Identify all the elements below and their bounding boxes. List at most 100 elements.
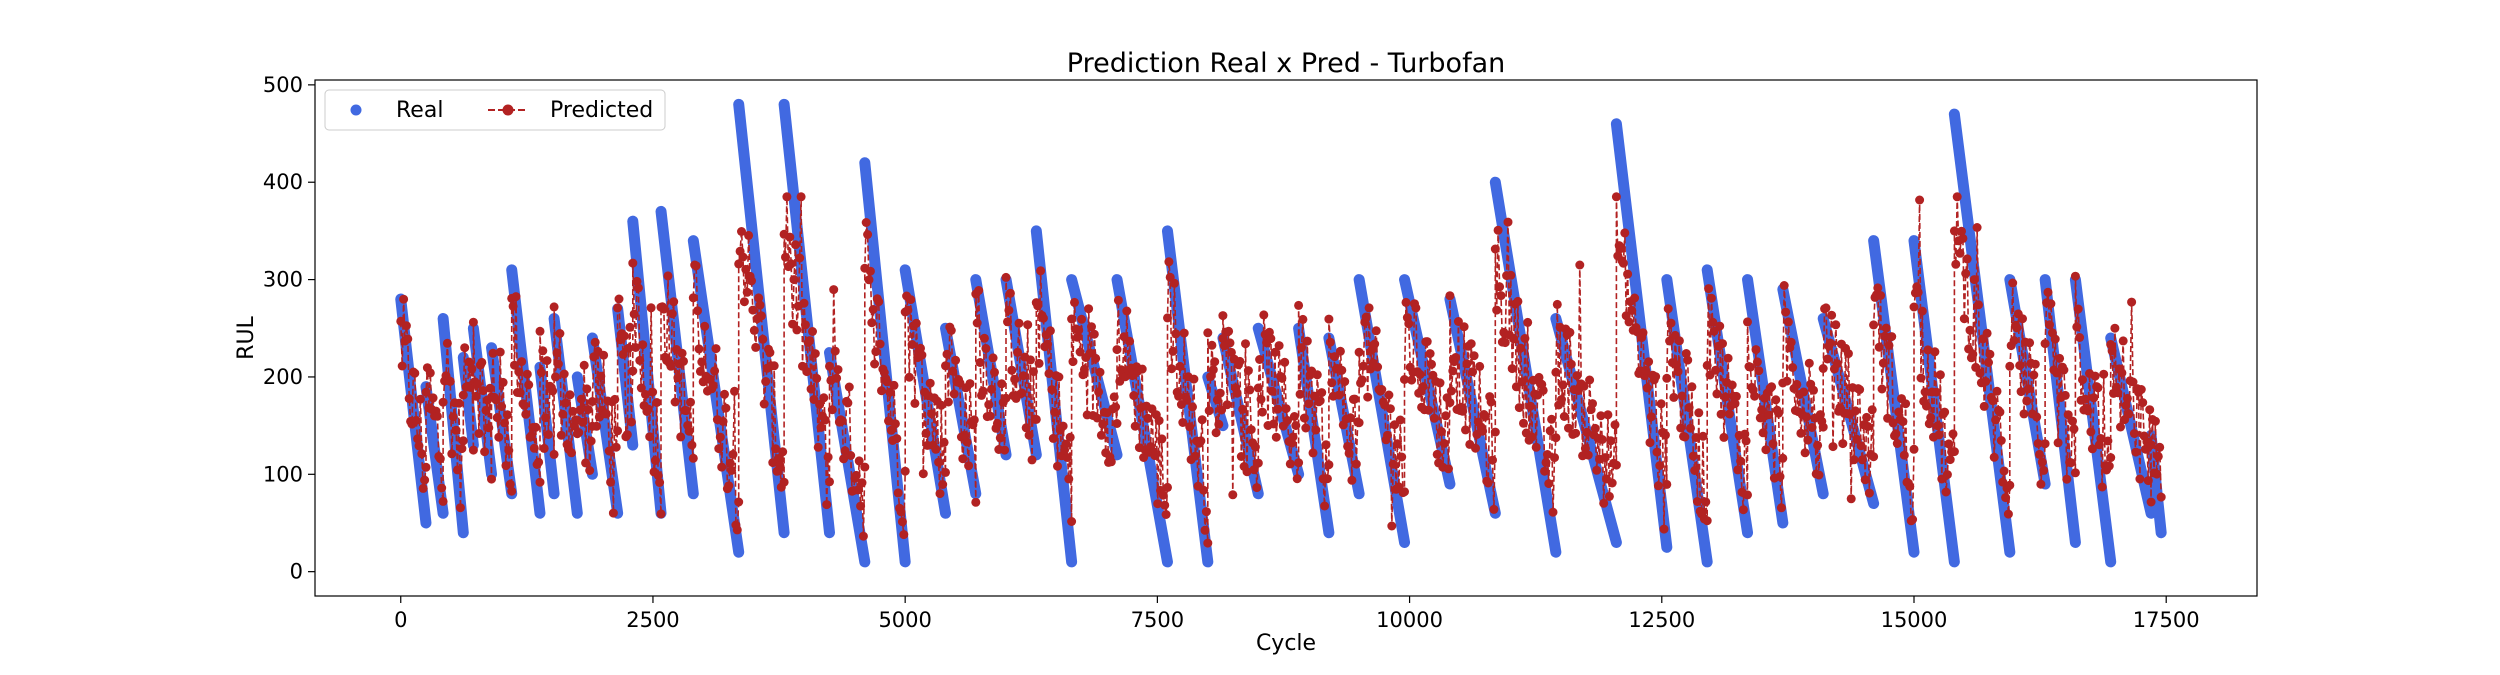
predicted-point [1822, 354, 1832, 364]
predicted-point [833, 365, 843, 375]
predicted-point [1085, 348, 1095, 358]
predicted-point [2078, 375, 2087, 385]
predicted-point [2146, 497, 2156, 507]
predicted-point [1545, 426, 1555, 436]
predicted-point [911, 318, 921, 328]
predicted-point [576, 394, 586, 404]
predicted-point [1723, 353, 1733, 363]
predicted-point [1551, 367, 1561, 377]
predicted-point [521, 409, 531, 419]
predicted-point [1958, 233, 1968, 243]
predicted-point [2063, 410, 2073, 420]
predicted-point [1475, 361, 1485, 371]
predicted-point [1154, 416, 1164, 426]
predicted-point [1429, 413, 1439, 423]
predicted-point [1048, 433, 1058, 443]
predicted-point [1301, 423, 1311, 433]
predicted-point [1113, 295, 1123, 305]
predicted-point [708, 381, 718, 391]
predicted-point [1588, 399, 1597, 409]
predicted-point [1507, 364, 1517, 374]
predicted-point [1542, 450, 1552, 459]
predicted-point [1711, 365, 1720, 375]
predicted-point [1017, 388, 1027, 398]
predicted-point [2023, 384, 2033, 394]
predicted-point [1330, 352, 1340, 362]
predicted-point [1550, 453, 1559, 463]
predicted-point [734, 259, 744, 269]
predicted-point [921, 428, 931, 438]
predicted-point [1913, 287, 1923, 297]
predicted-point [810, 349, 820, 359]
predicted-point [1949, 447, 1959, 457]
predicted-point [931, 444, 941, 454]
predicted-point [590, 337, 600, 347]
predicted-point [715, 432, 725, 442]
predicted-point [1445, 398, 1455, 408]
predicted-point [480, 447, 490, 457]
predicted-point [1317, 388, 1327, 398]
predicted-point [1957, 226, 1966, 236]
predicted-point [1702, 516, 1712, 526]
predicted-point [2060, 390, 2070, 400]
predicted-point [1038, 313, 1048, 323]
predicted-point [1458, 406, 1468, 416]
predicted-point [1867, 405, 1877, 415]
predicted-point [1653, 481, 1663, 491]
predicted-point [1425, 349, 1435, 359]
predicted-point [1716, 409, 1726, 419]
predicted-point [1297, 343, 1306, 353]
predicted-point [2128, 377, 2138, 387]
predicted-point [1335, 346, 1345, 356]
predicted-point [457, 444, 467, 454]
predicted-point [864, 275, 874, 285]
predicted-point [648, 387, 658, 397]
predicted-point [596, 371, 606, 381]
predicted-point [1371, 326, 1381, 336]
predicted-point [1969, 275, 1979, 285]
predicted-point [1448, 366, 1458, 376]
predicted-point [825, 361, 834, 371]
predicted-point [1483, 478, 1493, 488]
predicted-point [861, 218, 871, 227]
predicted-point [653, 471, 663, 480]
predicted-point [1680, 432, 1690, 442]
predicted-point [1350, 394, 1360, 404]
predicted-point [1786, 337, 1796, 347]
predicted-point [877, 386, 886, 396]
predicted-point [437, 483, 447, 493]
predicted-point [1877, 384, 1887, 394]
predicted-point [942, 349, 952, 359]
predicted-point [1163, 313, 1172, 323]
predicted-point [1571, 428, 1581, 438]
predicted-point [1062, 453, 1072, 462]
predicted-point [2005, 361, 2015, 371]
predicted-point [1007, 365, 1017, 375]
predicted-point [1079, 364, 1089, 374]
predicted-point [857, 478, 867, 488]
predicted-point [1210, 357, 1220, 367]
predicted-point [1692, 497, 1702, 506]
predicted-point [775, 461, 785, 471]
predicted-point [1768, 439, 1778, 449]
predicted-point [1387, 521, 1397, 531]
predicted-point [583, 405, 593, 414]
predicted-point [1185, 422, 1195, 432]
predicted-point [555, 329, 565, 338]
predicted-point [1488, 455, 1497, 465]
predicted-point [1638, 328, 1648, 338]
predicted-point [1743, 317, 1752, 327]
predicted-point [1045, 326, 1055, 336]
predicted-point [2118, 336, 2128, 346]
predicted-point [1067, 517, 1077, 526]
predicted-point [1645, 438, 1655, 448]
predicted-point [765, 348, 775, 358]
predicted-point [1169, 278, 1179, 288]
predicted-point [494, 432, 504, 442]
predicted-point [1901, 399, 1911, 409]
predicted-point [500, 418, 509, 428]
predicted-point [1000, 445, 1010, 455]
predicted-point [1779, 281, 1789, 290]
predicted-point [1031, 414, 1041, 424]
